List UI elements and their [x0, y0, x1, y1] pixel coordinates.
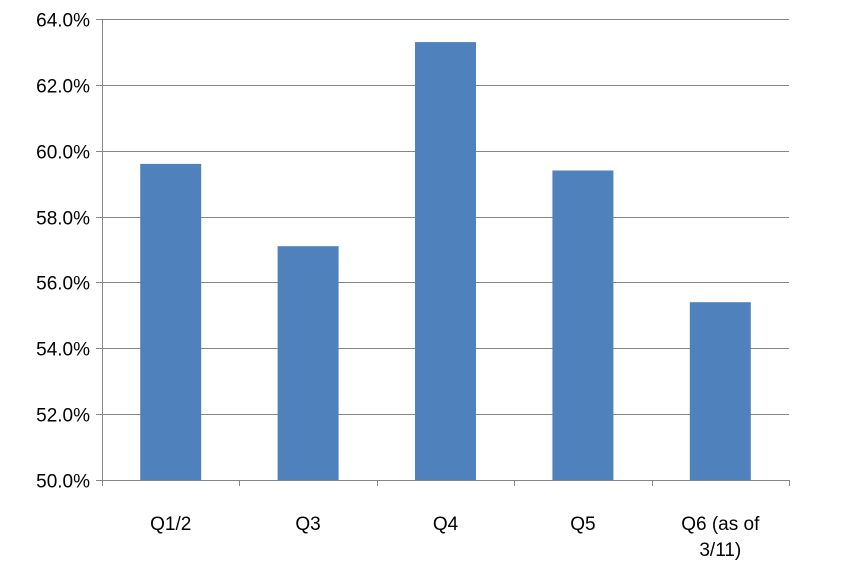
y-tick-label: 54.0% — [36, 340, 90, 361]
y-tick-label: 58.0% — [36, 209, 90, 230]
y-tick-label: 62.0% — [36, 77, 90, 98]
y-tick-label: 56.0% — [36, 274, 90, 295]
x-tick-label: Q5 — [570, 514, 595, 535]
y-tick-label: 52.0% — [36, 406, 90, 427]
x-tick-label: Q6 (as of 3/11) — [681, 514, 760, 561]
y-tick-label: 64.0% — [36, 11, 90, 32]
x-tick-label: Q3 — [295, 514, 320, 535]
bar — [689, 302, 751, 480]
labels: 50.0% 52.0% 54.0% 56.0% 58.0% 60.0% 62.0% 64.0%… — [36, 11, 760, 562]
bar — [140, 163, 202, 480]
x-tick-label: Q4 — [433, 514, 459, 535]
bar — [277, 246, 339, 480]
y-tick-label: 60.0% — [36, 143, 90, 164]
y-tick-label: 50.0% — [36, 472, 90, 493]
bars — [140, 42, 751, 480]
x-tick-label: Q1/2 — [150, 514, 191, 535]
axes — [96, 19, 790, 486]
bar — [415, 42, 476, 480]
bar — [552, 170, 614, 480]
